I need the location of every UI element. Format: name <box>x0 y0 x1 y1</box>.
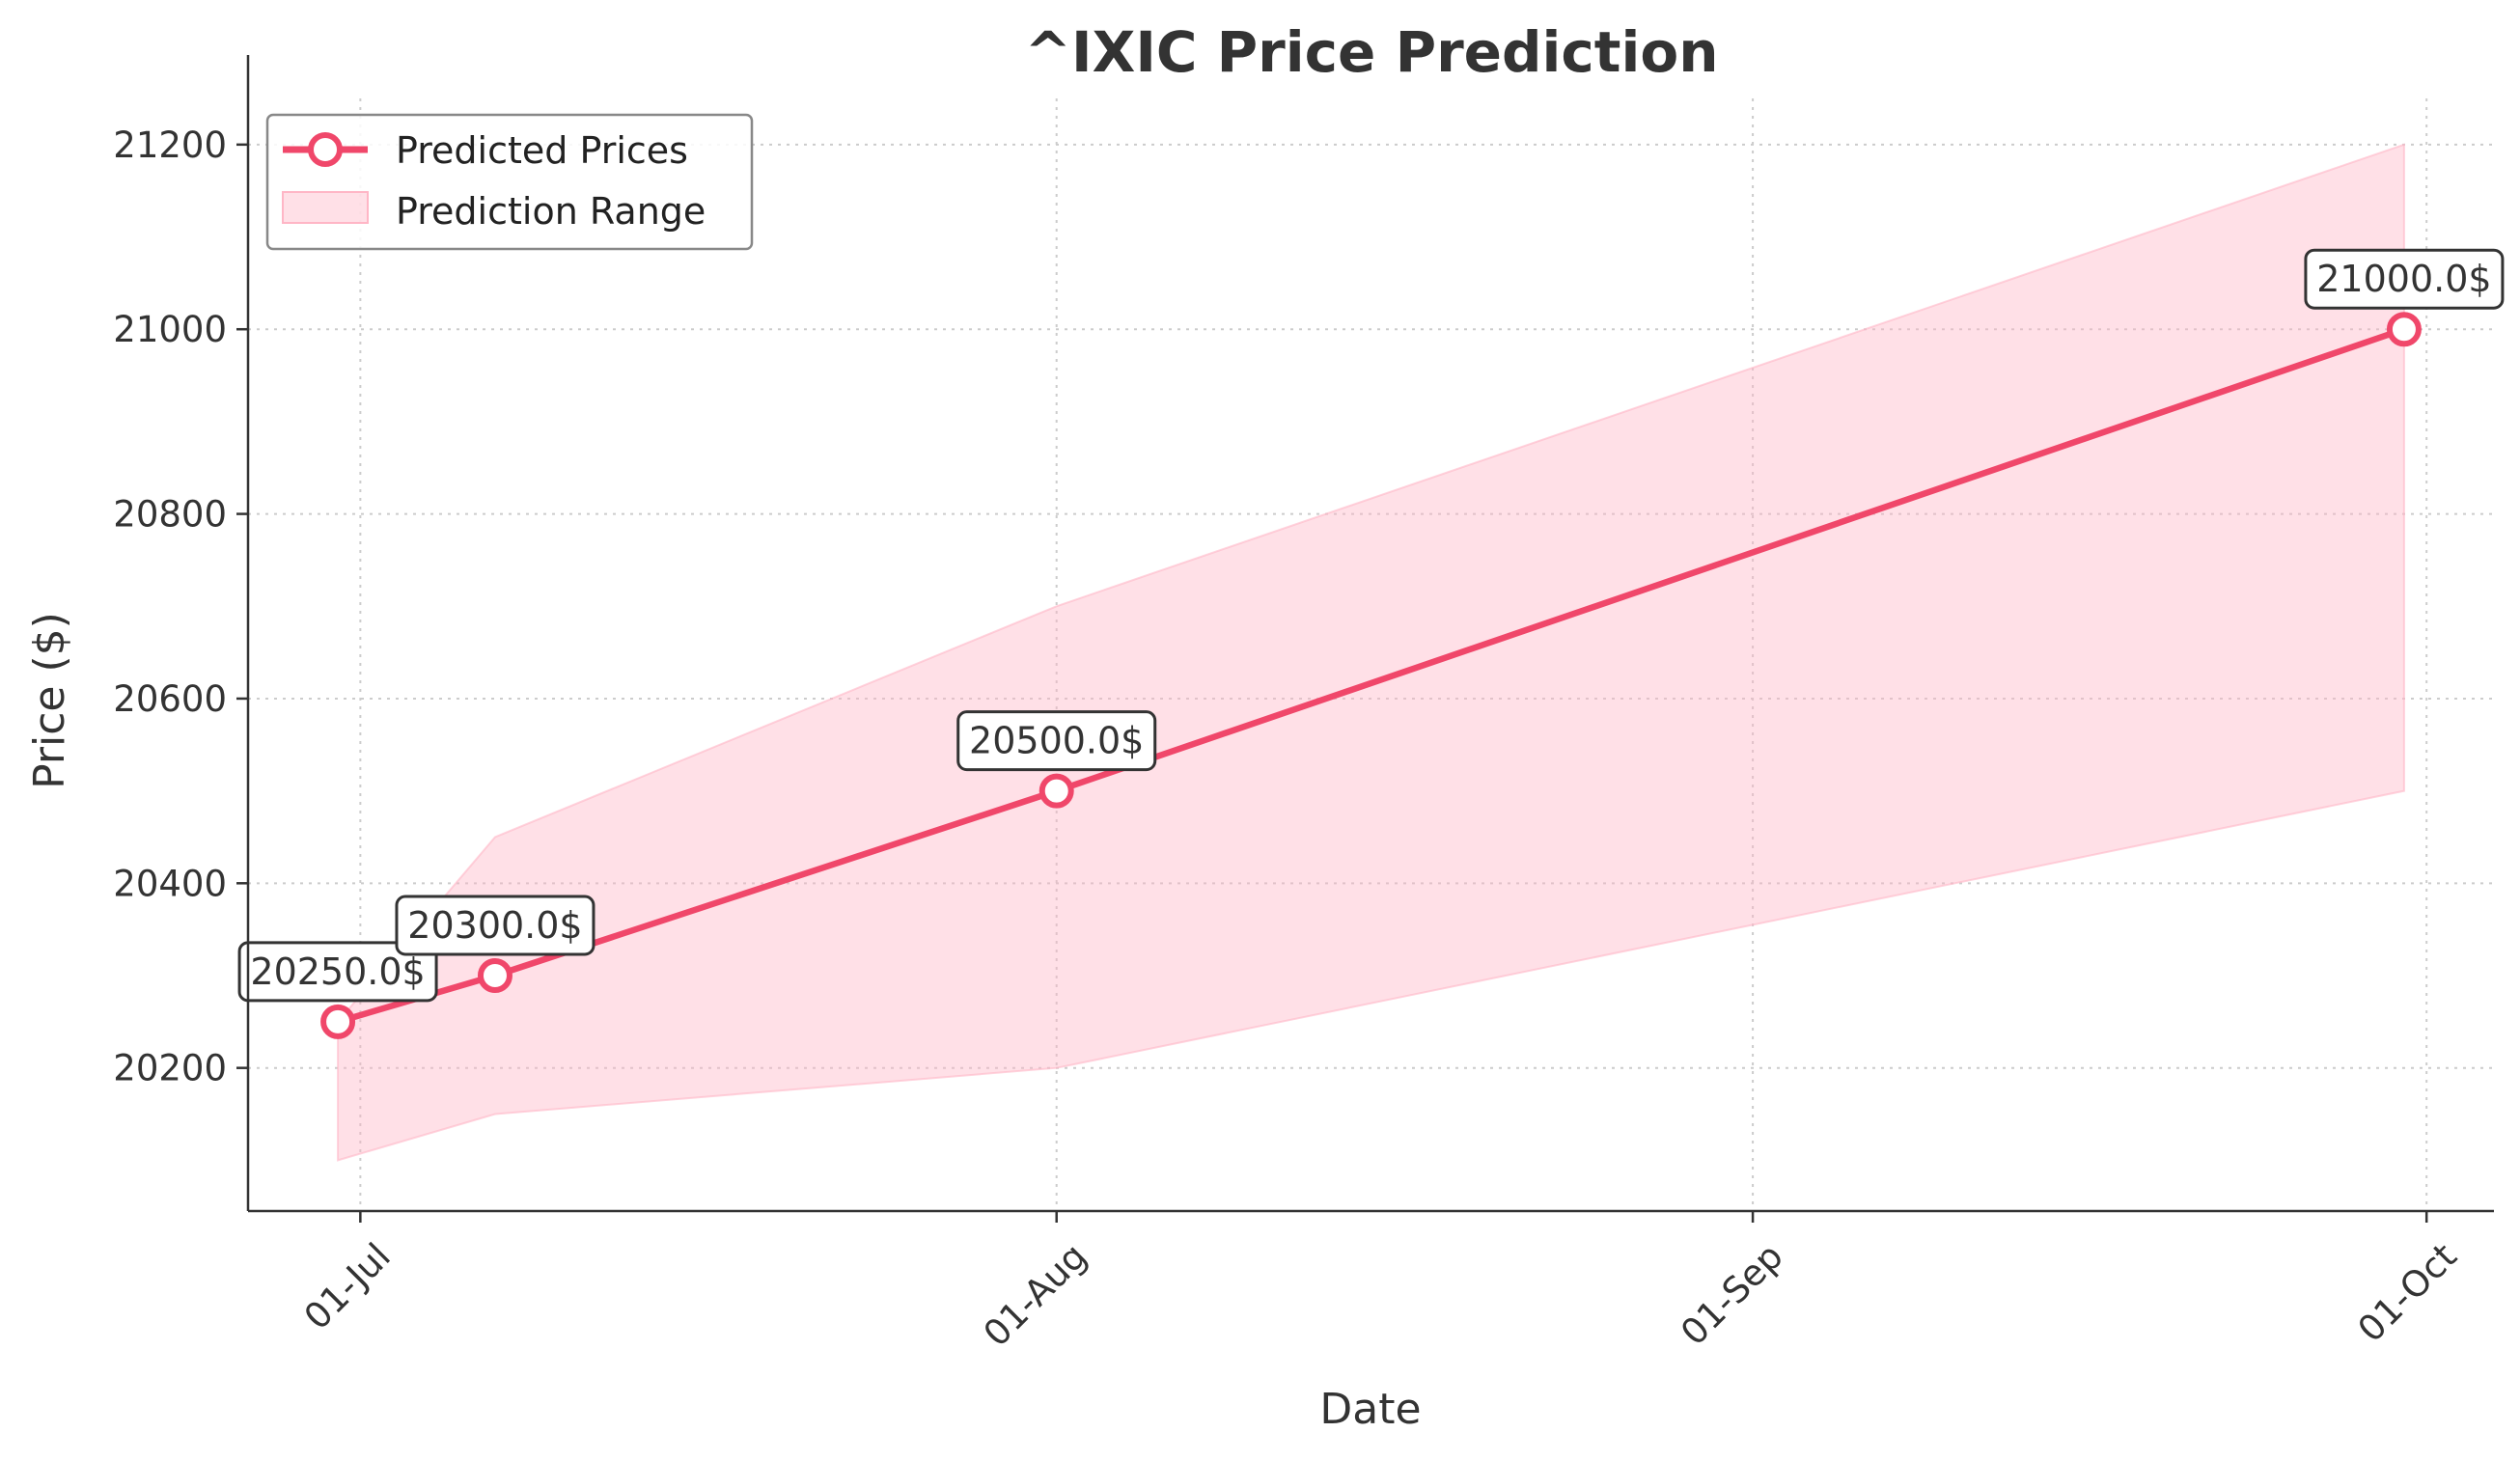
legend: Predicted Prices Prediction Range <box>265 113 754 251</box>
x-tick-label: 01-Oct <box>2350 1235 2465 1350</box>
annotation-label: 20250.0$ <box>250 950 425 993</box>
x-tick-label: 01-Sep <box>1673 1235 1790 1353</box>
x-axis-label: Date <box>1319 1385 1421 1434</box>
data-points <box>320 312 2422 1039</box>
x-tick-label: 01-Aug <box>976 1235 1095 1355</box>
legend-label-range: Prediction Range <box>396 190 706 233</box>
grid <box>248 98 2494 1211</box>
annotation-label: 20500.0$ <box>969 720 1144 762</box>
y-tick-label: 20600 <box>113 678 227 720</box>
legend-frame <box>265 113 754 251</box>
axes <box>246 55 2494 1213</box>
y-tick-label: 21000 <box>113 309 227 350</box>
prediction-range-area <box>337 143 2405 1162</box>
y-tick-label: 20200 <box>113 1048 227 1089</box>
annotation-label: 20300.0$ <box>407 904 582 947</box>
y-tick-label: 20800 <box>113 494 227 536</box>
annotations: 20250.0$20300.0$ 20500.0$ 21000.0$ <box>237 248 2505 1003</box>
annotation-box <box>2304 248 2505 310</box>
annotation-box <box>395 895 595 956</box>
data-point <box>477 958 512 994</box>
y-tick-label: 20400 <box>113 863 227 904</box>
y-axis-label: Price ($) <box>25 612 74 789</box>
annotation-box <box>237 941 438 1003</box>
annotation-box <box>956 710 1157 772</box>
annotation-label: 21000.0$ <box>2316 258 2491 300</box>
data-point <box>1038 773 1074 809</box>
legend-range-swatch <box>282 191 369 224</box>
chart-title: ^IXIC Price Prediction <box>1024 19 1718 85</box>
legend-label-predicted: Predicted Prices <box>396 129 688 172</box>
data-point <box>320 1004 356 1039</box>
legend-point-marker <box>308 132 343 167</box>
data-point <box>2386 312 2422 347</box>
y-tick-label: 21200 <box>113 124 227 166</box>
x-tick-label: 01-Jul <box>296 1235 399 1337</box>
